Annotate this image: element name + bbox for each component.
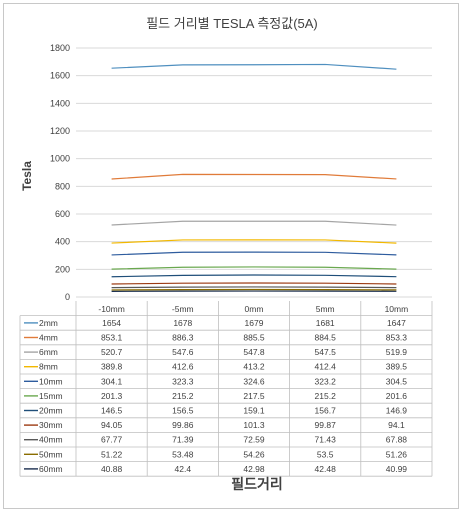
x-tick-label: -5mm <box>172 304 194 314</box>
x-tick-label: -10mm <box>98 304 124 314</box>
y-tick-label: 200 <box>55 264 70 274</box>
line-chart: 필드 거리별 TESLA 측정값(5A) 0 200 400 600 800 1000 12… <box>19 16 433 492</box>
y-axis-ticks: 0 200 400 600 800 1000 1200 1400 1600 1800 <box>50 43 70 302</box>
data-value: 547.8 <box>243 347 265 357</box>
data-value: 547.5 <box>315 347 337 357</box>
data-value: 54.26 <box>243 449 265 459</box>
y-tick-label: 1600 <box>50 71 70 81</box>
series-line-4mm <box>111 173 397 180</box>
chart-frame: 필드 거리별 TESLA 측정값(5A) 0 200 400 600 800 1000 12… <box>3 3 459 509</box>
data-value: 201.6 <box>386 391 408 401</box>
legend-label: 10mm <box>39 376 63 386</box>
data-value: 156.7 <box>315 406 337 416</box>
x-tick-label: 0mm <box>245 304 264 314</box>
legend-label: 60mm <box>39 464 63 474</box>
series-lines <box>111 63 397 292</box>
legend-label: 40mm <box>39 435 63 445</box>
chart-title: 필드 거리별 TESLA 측정값(5A) <box>146 16 318 31</box>
data-value: 884.5 <box>315 333 337 343</box>
y-tick-label: 1200 <box>50 126 70 136</box>
series-line-15mm <box>111 266 397 270</box>
x-tick-label: 5mm <box>316 304 335 314</box>
data-value: 94.1 <box>388 420 405 430</box>
data-value: 94.05 <box>101 420 123 430</box>
data-value: 53.48 <box>172 449 194 459</box>
y-tick-label: 1000 <box>50 154 70 164</box>
series-line-6mm <box>111 220 397 226</box>
data-value: 547.6 <box>172 347 194 357</box>
data-value: 67.88 <box>386 435 408 445</box>
legend-label: 4mm <box>39 333 58 343</box>
data-value: 146.5 <box>101 406 123 416</box>
data-value: 146.9 <box>386 406 408 416</box>
data-value: 156.5 <box>172 406 194 416</box>
series-line-30mm <box>111 282 397 285</box>
data-value: 99.87 <box>315 420 337 430</box>
gridlines <box>76 47 432 298</box>
data-value: 886.3 <box>172 333 194 343</box>
data-value: 323.2 <box>315 376 337 386</box>
data-value: 389.8 <box>101 362 123 372</box>
y-tick-label: 1800 <box>50 43 70 53</box>
series-line-2mm <box>111 63 397 70</box>
series-line-40mm <box>111 286 397 289</box>
legend-label: 2mm <box>39 318 58 328</box>
data-value: 51.22 <box>101 449 123 459</box>
data-value: 99.86 <box>172 420 194 430</box>
data-value: 215.2 <box>315 391 337 401</box>
data-value: 324.6 <box>243 376 265 386</box>
data-value: 67.77 <box>101 435 123 445</box>
data-value: 217.5 <box>243 391 265 401</box>
y-tick-label: 800 <box>55 181 70 191</box>
data-value: 1678 <box>173 318 192 328</box>
data-value: 51.26 <box>386 449 408 459</box>
data-value: 215.2 <box>172 391 194 401</box>
data-value: 853.1 <box>101 333 123 343</box>
data-value: 1679 <box>245 318 264 328</box>
data-value: 520.7 <box>101 347 123 357</box>
y-tick-label: 400 <box>55 237 70 247</box>
y-tick-label: 600 <box>55 209 70 219</box>
data-value: 40.99 <box>386 464 408 474</box>
series-line-10mm <box>111 251 397 256</box>
data-value: 412.4 <box>315 362 337 372</box>
data-value: 159.1 <box>243 406 265 416</box>
x-axis-title: 필드거리 <box>231 476 283 492</box>
data-value: 389.5 <box>386 362 408 372</box>
legend-label: 6mm <box>39 347 58 357</box>
data-value: 72.59 <box>243 435 265 445</box>
data-value: 71.43 <box>315 435 337 445</box>
series-line-20mm <box>111 274 397 278</box>
data-value: 42.98 <box>243 464 265 474</box>
legend-label: 8mm <box>39 362 58 372</box>
data-value: 71.39 <box>172 435 194 445</box>
data-value: 304.5 <box>386 376 408 386</box>
legend-label: 20mm <box>39 406 63 416</box>
data-value: 101.3 <box>243 420 265 430</box>
data-value: 53.5 <box>317 449 334 459</box>
y-tick-label: 0 <box>65 292 70 302</box>
data-table: -10mm -5mm 0mm 5mm 10mm 2mm 1654 1678 1679 1681 16… <box>19 301 433 477</box>
data-value: 42.4 <box>175 464 192 474</box>
data-value: 1647 <box>387 318 406 328</box>
data-value: 323.3 <box>172 376 194 386</box>
series-line-8mm <box>111 239 397 244</box>
legend-label: 30mm <box>39 420 63 430</box>
y-axis-title: Tesla <box>20 161 34 191</box>
data-value: 885.5 <box>243 333 265 343</box>
legend-label: 50mm <box>39 449 63 459</box>
data-value: 1681 <box>316 318 335 328</box>
data-value: 412.6 <box>172 362 194 372</box>
data-value: 304.1 <box>101 376 123 386</box>
y-tick-label: 1400 <box>50 98 70 108</box>
data-value: 1654 <box>102 318 121 328</box>
data-value: 42.48 <box>315 464 337 474</box>
data-value: 40.88 <box>101 464 123 474</box>
data-value: 853.3 <box>386 333 408 343</box>
data-value: 413.2 <box>243 362 265 372</box>
x-tick-label: 10mm <box>385 304 409 314</box>
data-value: 519.9 <box>386 347 408 357</box>
data-value: 201.3 <box>101 391 123 401</box>
legend-label: 15mm <box>39 391 63 401</box>
